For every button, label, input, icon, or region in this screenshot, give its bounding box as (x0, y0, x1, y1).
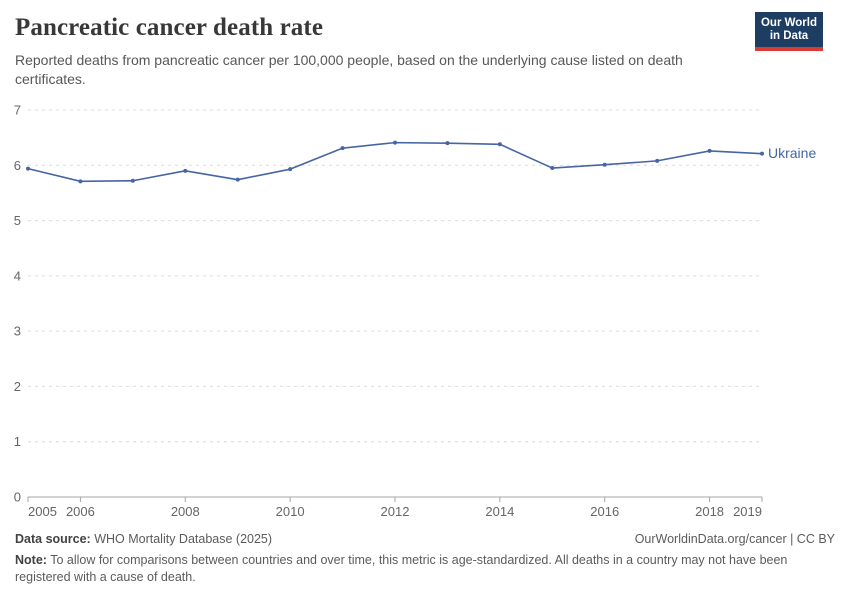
data-point-marker[interactable] (602, 162, 607, 167)
data-point-marker[interactable] (393, 140, 397, 145)
data-point-marker[interactable] (340, 146, 345, 151)
data-point-marker[interactable] (183, 168, 188, 173)
y-tick-label: 1 (14, 434, 21, 449)
x-tick-label: 2019 (733, 504, 762, 519)
data-point-marker[interactable] (550, 166, 555, 171)
y-tick-label: 7 (14, 103, 21, 118)
note: Note: To allow for comparisons between c… (15, 552, 835, 586)
chart-subtitle: Reported deaths from pancreatic cancer p… (15, 52, 683, 87)
data-point-marker[interactable] (445, 141, 450, 146)
data-point-marker[interactable] (707, 148, 712, 153)
data-point-marker[interactable] (497, 142, 502, 147)
note-text: To allow for comparisons between countri… (15, 553, 788, 584)
y-tick-label: 6 (14, 158, 21, 173)
data-point-marker[interactable] (288, 167, 293, 172)
entity-label[interactable]: Ukraine (768, 145, 816, 161)
x-tick-label: 2005 (28, 504, 57, 519)
data-point-marker[interactable] (235, 177, 240, 182)
x-tick-label: 2016 (590, 504, 619, 519)
data-line-ukraine[interactable] (27, 141, 763, 183)
data-source-text: WHO Mortality Database (2025) (90, 532, 273, 546)
y-tick-label: 2 (14, 379, 21, 394)
x-tick-label: 2010 (276, 504, 305, 519)
x-tick-label: 2012 (381, 504, 410, 519)
y-tick-label: 4 (14, 268, 21, 283)
x-tick-label: 2018 (695, 504, 724, 519)
data-point-marker[interactable] (655, 158, 660, 163)
data-point-marker[interactable] (130, 178, 135, 183)
owid-logo[interactable]: Our World in Data (755, 12, 823, 51)
data-point-marker[interactable] (26, 166, 30, 171)
x-tick-label: 2008 (171, 504, 200, 519)
data-source-label: Data source: (15, 532, 91, 546)
y-tick-label: 3 (14, 324, 21, 339)
y-tick-label: 5 (14, 213, 21, 228)
x-tick-label: 2006 (66, 504, 95, 519)
x-tick-label: 2014 (485, 504, 514, 519)
data-point-marker[interactable] (760, 151, 764, 156)
data-point-marker[interactable] (78, 179, 83, 184)
note-label: Note: (15, 553, 47, 567)
chart-area: 0 1 2 3 4 5 6 7 2005 2006 2008 2010 2012 2014 2016 2018… (0, 100, 850, 525)
rights-link[interactable]: OurWorldinData.org/cancer | CC BY (634, 532, 835, 546)
data-source: Data source: WHO Mortality Database (202… (15, 531, 272, 548)
owid-logo-line1: Our World (760, 17, 817, 29)
chart-footer: Data source: WHO Mortality Database (202… (15, 531, 835, 586)
y-tick-label: 0 (14, 490, 21, 505)
chart-header: Pancreatic cancer death rate Reported de… (15, 12, 835, 89)
page-title: Pancreatic cancer death rate (15, 14, 324, 41)
owid-logo-line2: in Data (769, 30, 809, 42)
line-chart-svg: 0 1 2 3 4 5 6 7 2005 2006 2008 2010 2012 2014 2016 2018… (14, 103, 817, 520)
